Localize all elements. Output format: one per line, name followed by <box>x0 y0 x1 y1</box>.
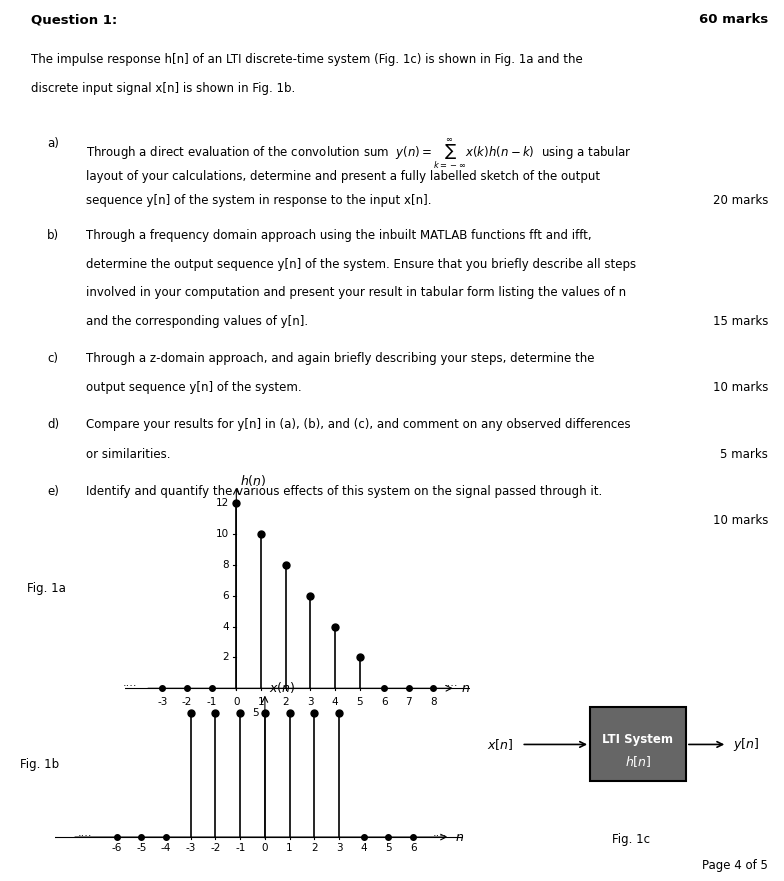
Text: 10 marks: 10 marks <box>713 514 768 527</box>
Text: 6: 6 <box>223 591 229 601</box>
Text: $h(n)$: $h(n)$ <box>240 473 267 488</box>
Text: involved in your computation and present your result in tabular form listing the: involved in your computation and present… <box>86 286 626 300</box>
Text: -1: -1 <box>235 842 245 853</box>
Text: -3: -3 <box>186 842 196 853</box>
Text: 0: 0 <box>262 842 268 853</box>
Text: 1: 1 <box>286 842 293 853</box>
Text: c): c) <box>47 352 58 366</box>
Text: Identify and quantify the various effects of this system on the signal passed th: Identify and quantify the various effect… <box>86 485 602 498</box>
Text: 1: 1 <box>258 697 264 707</box>
Text: Fig. 1b: Fig. 1b <box>20 758 59 771</box>
Text: Page 4 of 5: Page 4 of 5 <box>702 859 768 872</box>
Text: Through a direct evaluation of the convolution sum  $y(n) = \sum_{k=-\infty}^{\i: Through a direct evaluation of the convo… <box>86 137 632 171</box>
Text: discrete input signal x[n] is shown in Fig. 1b.: discrete input signal x[n] is shown in F… <box>31 82 296 95</box>
Text: 5 marks: 5 marks <box>720 448 768 461</box>
Text: $y[n]$: $y[n]$ <box>732 736 759 753</box>
Text: 5: 5 <box>385 842 392 853</box>
Text: $n$: $n$ <box>456 831 464 843</box>
Text: 20 marks: 20 marks <box>713 194 768 207</box>
Text: The impulse response h[n] of an LTI discrete-time system (Fig. 1c) is shown in F: The impulse response h[n] of an LTI disc… <box>31 53 583 66</box>
Text: 5: 5 <box>252 707 259 718</box>
Text: 4: 4 <box>332 697 338 707</box>
Text: -5: -5 <box>136 842 147 853</box>
Text: $x(n)$: $x(n)$ <box>269 680 295 695</box>
Text: Through a z-domain approach, and again briefly describing your steps, determine : Through a z-domain approach, and again b… <box>86 352 595 366</box>
Text: ....: .... <box>78 827 92 838</box>
Text: and the corresponding values of y[n].: and the corresponding values of y[n]. <box>86 315 308 329</box>
Text: -2: -2 <box>182 697 192 707</box>
Text: 6: 6 <box>381 697 387 707</box>
Text: Question 1:: Question 1: <box>31 13 118 26</box>
Text: 0: 0 <box>233 697 240 707</box>
Text: sequence y[n] of the system in response to the input x[n].: sequence y[n] of the system in response … <box>86 194 432 207</box>
Text: 2: 2 <box>223 653 229 663</box>
Text: ....: .... <box>123 677 138 688</box>
Text: Through a frequency domain approach using the inbuilt MATLAB functions fft and i: Through a frequency domain approach usin… <box>86 229 592 242</box>
Text: -4: -4 <box>161 842 171 853</box>
Text: -1: -1 <box>206 697 217 707</box>
Text: 10 marks: 10 marks <box>713 381 768 395</box>
Text: 4: 4 <box>361 842 367 853</box>
Text: output sequence y[n] of the system.: output sequence y[n] of the system. <box>86 381 302 395</box>
Text: 4: 4 <box>223 622 229 632</box>
Text: 3: 3 <box>336 842 343 853</box>
Text: Fig. 1a: Fig. 1a <box>27 581 67 595</box>
Text: Compare your results for y[n] in (a), (b), and (c), and comment on any observed : Compare your results for y[n] in (a), (b… <box>86 418 631 432</box>
Text: 60 marks: 60 marks <box>699 13 768 26</box>
Bar <box>590 707 686 781</box>
Text: determine the output sequence y[n] of the system. Ensure that you briefly descri: determine the output sequence y[n] of th… <box>86 258 637 271</box>
Text: 8: 8 <box>223 560 229 570</box>
Text: $x[n]$: $x[n]$ <box>487 737 513 751</box>
Text: 15 marks: 15 marks <box>713 315 768 329</box>
Text: d): d) <box>47 418 59 432</box>
Text: 3: 3 <box>307 697 314 707</box>
Text: 10: 10 <box>216 529 229 539</box>
Text: layout of your calculations, determine and present a fully labelled sketch of th: layout of your calculations, determine a… <box>86 170 601 183</box>
Text: Fig. 1c: Fig. 1c <box>612 833 650 846</box>
Text: b): b) <box>47 229 59 242</box>
Text: ....: .... <box>444 677 458 688</box>
Text: LTI System: LTI System <box>602 733 673 746</box>
Text: or similarities.: or similarities. <box>86 448 171 461</box>
Text: 7: 7 <box>405 697 412 707</box>
Text: -2: -2 <box>210 842 220 853</box>
Text: $n$: $n$ <box>460 682 470 695</box>
Text: ....: .... <box>433 827 448 838</box>
Text: 12: 12 <box>216 499 229 508</box>
Text: -6: -6 <box>111 842 122 853</box>
Text: a): a) <box>47 137 59 150</box>
Text: e): e) <box>47 485 59 498</box>
Text: -3: -3 <box>158 697 168 707</box>
Text: 8: 8 <box>430 697 437 707</box>
Text: 6: 6 <box>410 842 416 853</box>
Text: 5: 5 <box>356 697 363 707</box>
Text: 2: 2 <box>311 842 318 853</box>
Text: $h[n]$: $h[n]$ <box>625 754 652 769</box>
Text: 2: 2 <box>282 697 289 707</box>
